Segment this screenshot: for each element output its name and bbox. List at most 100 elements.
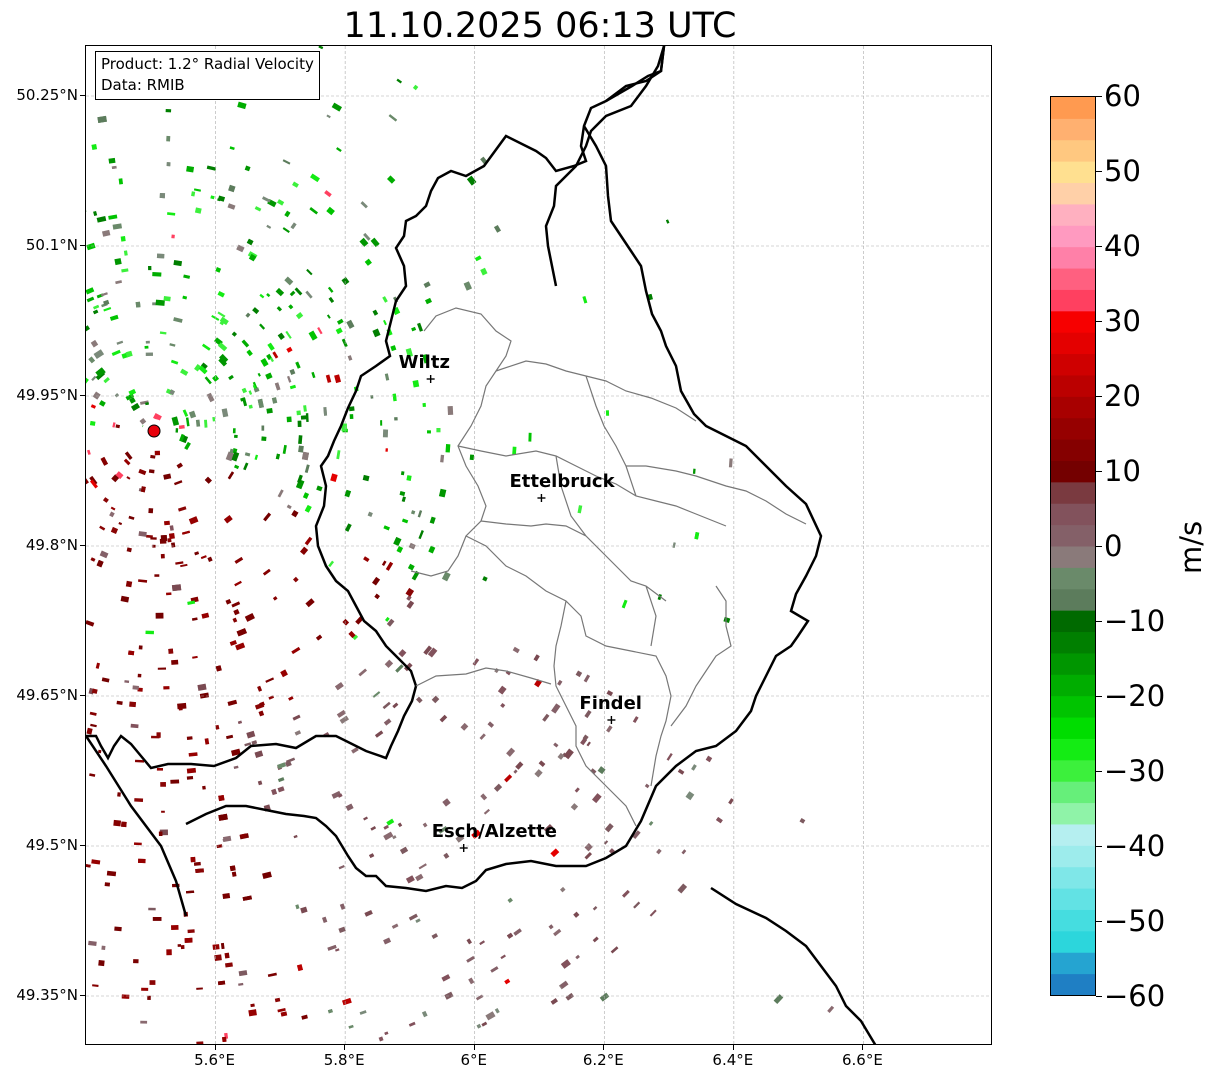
velocity-echo-cell	[479, 733, 486, 740]
velocity-echo-cell	[121, 268, 129, 273]
velocity-echo-cell	[348, 1024, 354, 1029]
colorbar-segment	[1051, 973, 1095, 996]
colorbar-segment	[1051, 909, 1095, 932]
velocity-echo-cell	[167, 538, 172, 543]
velocity-echo-cell	[163, 686, 170, 690]
velocity-echo-cell	[148, 469, 155, 474]
data-source-label: Data: RMIB	[101, 76, 185, 94]
velocity-echo-cell	[427, 647, 438, 658]
velocity-echo-cell	[154, 574, 160, 577]
velocity-echo-cell	[227, 203, 236, 210]
velocity-echo-cell	[210, 195, 215, 200]
velocity-echo-cell	[163, 473, 172, 480]
velocity-echo-cell	[447, 406, 454, 415]
velocity-echo-cell	[248, 390, 253, 395]
velocity-echo-cell	[341, 423, 347, 432]
velocity-echo-cell	[383, 319, 387, 326]
velocity-echo-cell	[367, 511, 373, 517]
velocity-echo-cell	[90, 339, 99, 348]
velocity-echo-cell	[124, 451, 133, 460]
velocity-echo-cell	[185, 417, 190, 427]
velocity-echo-cell	[112, 422, 116, 428]
velocity-echo-cell	[335, 327, 343, 335]
velocity-echo-cell	[137, 673, 142, 678]
velocity-echo-cell	[330, 473, 338, 482]
colorbar-tick-label: 60	[1104, 79, 1141, 113]
velocity-echo-cell	[608, 848, 615, 855]
velocity-echo-cell	[308, 330, 318, 341]
velocity-echo-cell	[606, 725, 613, 733]
velocity-echo-cell	[228, 374, 234, 381]
velocity-echo-cell	[156, 732, 161, 738]
velocity-echo-cell	[387, 175, 396, 184]
velocity-echo-cell	[118, 178, 123, 185]
colorbar-tick-label: 50	[1104, 154, 1141, 188]
velocity-echo-layer	[86, 46, 835, 1044]
velocity-echo-cell	[348, 630, 356, 639]
velocity-echo-cell	[274, 382, 281, 391]
velocity-echo-cell	[244, 612, 255, 622]
velocity-echo-cell	[560, 981, 569, 989]
velocity-echo-cell	[134, 798, 144, 802]
velocity-echo-cell	[439, 714, 448, 723]
velocity-echo-cell	[715, 816, 723, 824]
velocity-echo-cell	[248, 1009, 257, 1017]
velocity-echo-cell	[586, 741, 591, 747]
velocity-echo-cell	[268, 695, 275, 700]
colorbar-segment	[1051, 481, 1095, 504]
velocity-echo-cell	[156, 768, 163, 771]
velocity-echo-cell	[385, 561, 394, 571]
velocity-echo-cell	[597, 766, 606, 775]
velocity-echo-cell	[438, 825, 448, 834]
velocity-echo-cell	[422, 402, 426, 408]
velocity-echo-cell	[271, 397, 278, 404]
germany-border-north	[605, 46, 666, 103]
velocity-echo-cell	[171, 659, 179, 665]
velocity-echo-cell	[316, 634, 323, 641]
velocity-echo-cell	[103, 307, 112, 312]
velocity-echo-cell	[359, 237, 369, 247]
velocity-echo-cell	[154, 450, 161, 456]
velocity-echo-cell	[384, 659, 394, 669]
velocity-echo-cell	[677, 768, 685, 775]
velocity-echo-cell	[370, 237, 380, 248]
velocity-echo-cell	[374, 593, 380, 600]
velocity-echo-cell	[89, 711, 97, 716]
longitude-tick-label: 5.6°E	[194, 1051, 235, 1069]
colorbar-tick-label: 10	[1104, 454, 1141, 488]
velocity-echo-cell	[347, 355, 353, 361]
velocity-echo-cell	[551, 703, 561, 714]
velocity-echo-cell	[111, 349, 121, 356]
velocity-echo-cell	[242, 397, 248, 407]
velocity-echo-cell	[101, 229, 111, 237]
colorbar-segment	[1051, 97, 1095, 119]
velocity-echo-cell	[202, 785, 206, 790]
velocity-echo-cell	[504, 978, 511, 985]
velocity-echo-cell	[254, 750, 264, 758]
latitude-tick-label: 49.8°N	[25, 536, 78, 554]
velocity-echo-cell	[490, 966, 499, 973]
velocity-echo-cell	[644, 783, 650, 789]
velocity-echo-cell	[287, 375, 292, 383]
velocity-echo-cell	[431, 933, 439, 940]
velocity-echo-cell	[166, 162, 171, 167]
colorbar-segment	[1051, 139, 1095, 162]
colorbar-segment	[1051, 439, 1095, 461]
velocity-echo-cell	[191, 191, 196, 197]
velocity-echo-cell	[471, 829, 481, 839]
velocity-echo-cell	[649, 909, 657, 917]
velocity-echo-cell	[575, 670, 583, 678]
colorbar-tick-label: −30	[1104, 754, 1166, 788]
colorbar-segment	[1051, 610, 1095, 633]
radar-map[interactable]: Product: 1.2° Radial Velocity Data: RMIB…	[85, 45, 992, 1045]
velocity-echo-cell	[123, 458, 131, 466]
velocity-echo-cell	[396, 78, 403, 84]
velocity-echo-cell	[216, 844, 223, 849]
velocity-echo-cell	[99, 525, 106, 531]
velocity-echo-cell	[186, 736, 193, 740]
velocity-echo-cell	[277, 489, 284, 498]
velocity-echo-cell	[148, 508, 154, 514]
velocity-echo-cell	[272, 596, 278, 601]
velocity-echo-cell	[429, 516, 436, 524]
velocity-echo-cell	[468, 977, 475, 985]
